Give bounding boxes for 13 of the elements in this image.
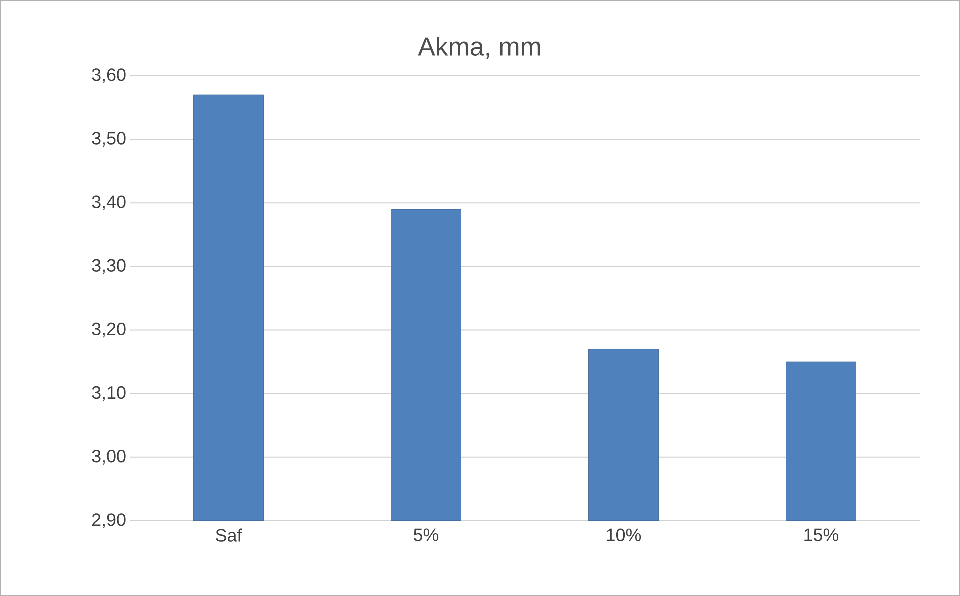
y-tick-label: 2,90 [92,514,126,528]
y-tick-label: 3,30 [92,259,126,274]
y-tick-label: 3,20 [92,322,126,338]
y-tick-label: 3,40 [92,196,126,211]
y-tick-label: 3,10 [92,386,126,402]
x-tick-label: 15% [804,528,839,542]
x-tick-label: Saf [216,528,242,542]
chart-title: Akma, mm [418,36,540,60]
x-tick-label: 10% [607,528,642,542]
y-tick-label: 3,00 [92,450,126,465]
y-tick-label: 3,50 [92,132,126,147]
y-tick-label: 3,60 [92,68,126,84]
x-tick-label: 5% [414,528,439,542]
